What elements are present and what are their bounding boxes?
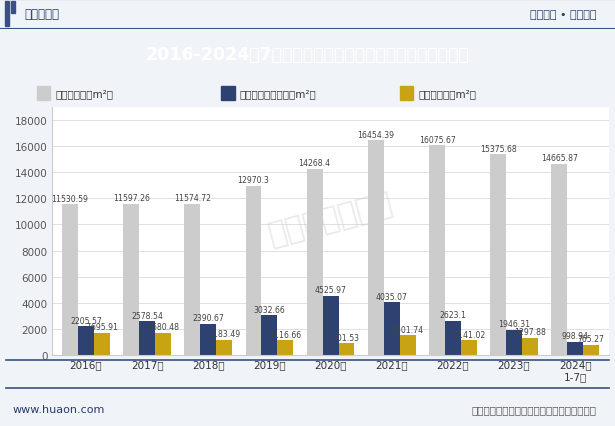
Bar <box>583 345 599 355</box>
Bar <box>552 164 567 355</box>
Text: 1183.49: 1183.49 <box>208 329 240 338</box>
Text: 16454.39: 16454.39 <box>357 130 394 139</box>
Bar <box>62 205 78 355</box>
Text: 新开工施工面积（万m²）: 新开工施工面积（万m²） <box>240 89 317 99</box>
Text: 2623.1: 2623.1 <box>439 311 466 320</box>
Text: 华经情报网: 华经情报网 <box>25 9 60 21</box>
Bar <box>461 340 477 355</box>
Text: 1695.91: 1695.91 <box>86 322 118 331</box>
Bar <box>216 340 232 355</box>
Text: 901.53: 901.53 <box>333 333 360 342</box>
Bar <box>490 155 506 355</box>
Bar <box>184 204 200 355</box>
Text: 14665.87: 14665.87 <box>541 154 577 163</box>
Text: 1501.74: 1501.74 <box>392 325 424 334</box>
Bar <box>445 321 461 355</box>
Bar <box>221 87 235 101</box>
Text: 1297.88: 1297.88 <box>514 328 546 337</box>
Bar <box>123 204 139 355</box>
Text: 3032.66: 3032.66 <box>253 305 285 314</box>
Text: 专业严谨 • 客观科学: 专业严谨 • 客观科学 <box>530 10 597 20</box>
Bar <box>155 333 171 355</box>
Text: 12970.3: 12970.3 <box>237 176 269 185</box>
Text: 竣工面积（万m²）: 竣工面积（万m²） <box>418 89 476 99</box>
Text: 11530.59: 11530.59 <box>52 195 89 204</box>
Text: 11574.72: 11574.72 <box>174 194 211 203</box>
Bar <box>506 330 522 355</box>
Bar <box>200 324 216 355</box>
Bar <box>384 302 400 355</box>
Bar <box>368 141 384 355</box>
Text: 2016-2024年7月新疆维吾尔自治区房地产施工及竣工面积: 2016-2024年7月新疆维吾尔自治区房地产施工及竣工面积 <box>146 46 469 64</box>
Text: 15375.68: 15375.68 <box>480 144 517 153</box>
Text: 华经产业研究院: 华经产业研究院 <box>265 189 396 250</box>
Text: 施工面积（万m²）: 施工面积（万m²） <box>55 89 113 99</box>
Bar <box>261 316 277 355</box>
Text: 998.94: 998.94 <box>561 331 589 341</box>
Text: 765.27: 765.27 <box>577 335 605 344</box>
Bar <box>277 341 293 355</box>
Bar <box>400 336 416 355</box>
Bar <box>139 322 155 355</box>
Bar <box>94 333 109 355</box>
Bar <box>11 2 15 14</box>
Bar <box>522 338 538 355</box>
Bar <box>37 87 50 101</box>
Bar <box>338 343 354 355</box>
Text: 16075.67: 16075.67 <box>419 135 455 144</box>
Bar <box>78 326 94 355</box>
Text: 1946.31: 1946.31 <box>498 319 530 328</box>
Text: 14268.4: 14268.4 <box>299 159 331 168</box>
Text: 2578.54: 2578.54 <box>131 311 163 320</box>
Text: 1141.02: 1141.02 <box>453 330 485 339</box>
Text: 2205.57: 2205.57 <box>70 316 102 325</box>
Text: 1680.48: 1680.48 <box>147 323 179 332</box>
Bar <box>400 87 413 101</box>
Text: www.huaon.com: www.huaon.com <box>12 404 105 414</box>
Text: 2390.67: 2390.67 <box>192 314 224 322</box>
Bar <box>307 170 323 355</box>
Text: 4035.07: 4035.07 <box>376 292 408 301</box>
Bar <box>5 2 9 27</box>
Bar <box>323 296 338 355</box>
Bar <box>429 146 445 355</box>
Text: 1116.66: 1116.66 <box>269 330 301 339</box>
Text: 4525.97: 4525.97 <box>315 286 346 295</box>
Text: 数据来源：国家统计局；华经产业研究院整理: 数据来源：国家统计局；华经产业研究院整理 <box>472 404 597 414</box>
Bar <box>245 186 261 355</box>
Bar <box>567 342 583 355</box>
Text: 11597.26: 11597.26 <box>113 193 149 203</box>
